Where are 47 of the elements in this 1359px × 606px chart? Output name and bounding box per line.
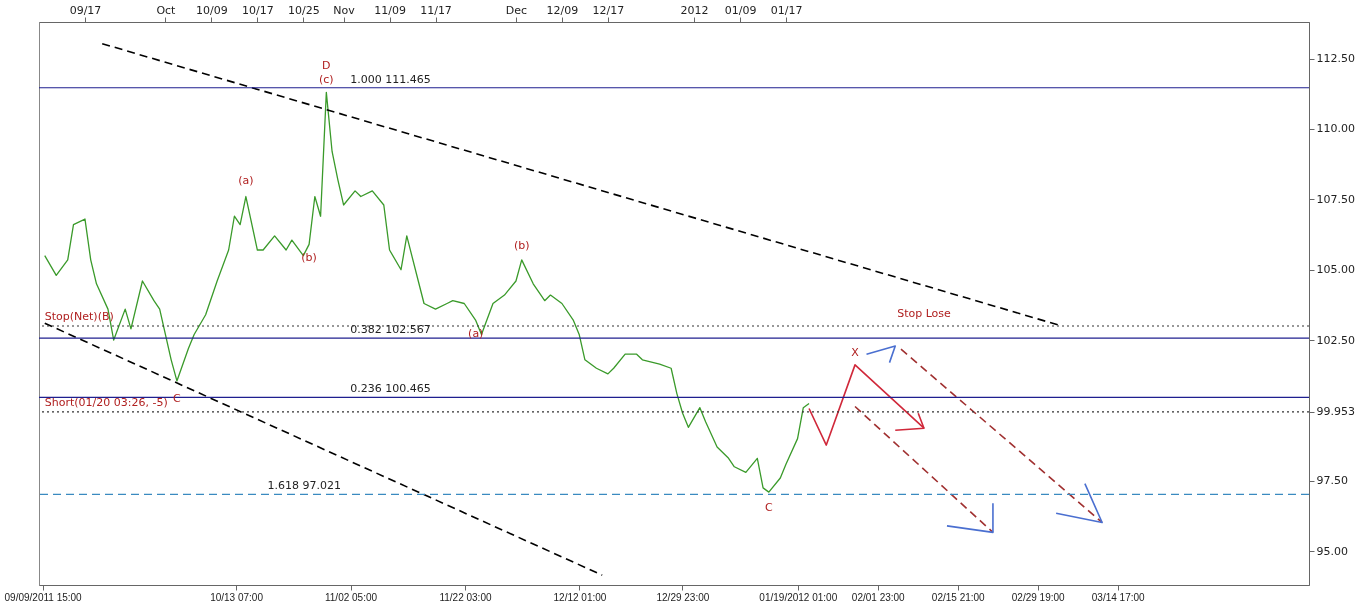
x2-tick-label: 09/17 [69,3,102,17]
annotation: Short(01/20 03:26, -5) [44,395,168,409]
x-tick-label: 11/02 05:00 [324,591,378,603]
annotation: (a) [238,173,254,187]
x2-tick-label: 11/09 [374,3,406,17]
x-tick-label: 12/12 01:00 [553,591,607,603]
x2-tick-label: 10/09 [196,3,228,17]
ref-line-label: 1.000 111.465 [350,72,431,86]
y-tick-label: 99.953 [1316,405,1355,419]
annotation: (a) [468,327,484,341]
annotation: (c) [319,73,334,87]
x-tick-label: 12/29 23:00 [656,591,710,603]
x-tick-label: 11/22 03:00 [439,591,492,603]
y-tick-label: 102.50 [1316,333,1355,347]
x2-tick-label: Nov [333,3,356,17]
y-tick-label: 112.50 [1316,52,1355,66]
x2-tick-label: 11/17 [420,3,452,17]
ref-line-label: 1.618 97.021 [267,479,342,493]
y-tick-label: 97.50 [1316,474,1348,488]
y-tick-label: 110.00 [1316,122,1355,136]
annotation: (b) [513,238,530,252]
x2-tick-label: 2012 [680,3,709,17]
ref-line-label: 0.236 100.465 [350,382,431,396]
annotation: Stop Lose [897,307,952,321]
x2-tick-label: 10/17 [242,3,274,17]
x2-tick-label: 12/09 [546,3,579,17]
annotation: X [851,345,860,359]
annotation: D [322,59,331,73]
x2-tick-label: Dec [505,3,528,17]
x-tick-label: 02/29 19:00 [1011,591,1066,603]
x2-tick-label: 01/09 [724,3,757,17]
x2-tick-label: 10/25 [287,3,320,17]
annotation: (b) [301,251,317,265]
x-tick-label: 09/09/2011 15:00 [4,591,83,603]
x-tick-label: 03/14 17:00 [1091,591,1146,603]
x-tick-label: 01/19/2012 01:00 [759,591,838,603]
x2-tick-label: 12/17 [592,3,625,17]
y-tick-label: 95.00 [1316,544,1348,558]
annotation: C [764,501,773,515]
x-tick-label: 10/13 07:00 [210,591,264,603]
ref-line-label: 0.382 102.567 [350,323,431,337]
x-tick-label: 02/15 21:00 [931,591,986,603]
x2-tick-label: Oct [156,3,177,17]
y-tick-label: 107.50 [1316,192,1355,206]
y-tick-label: 105.00 [1316,263,1355,277]
x2-tick-label: 01/17 [770,3,803,17]
x-tick-label: 02/01 23:00 [851,591,906,603]
